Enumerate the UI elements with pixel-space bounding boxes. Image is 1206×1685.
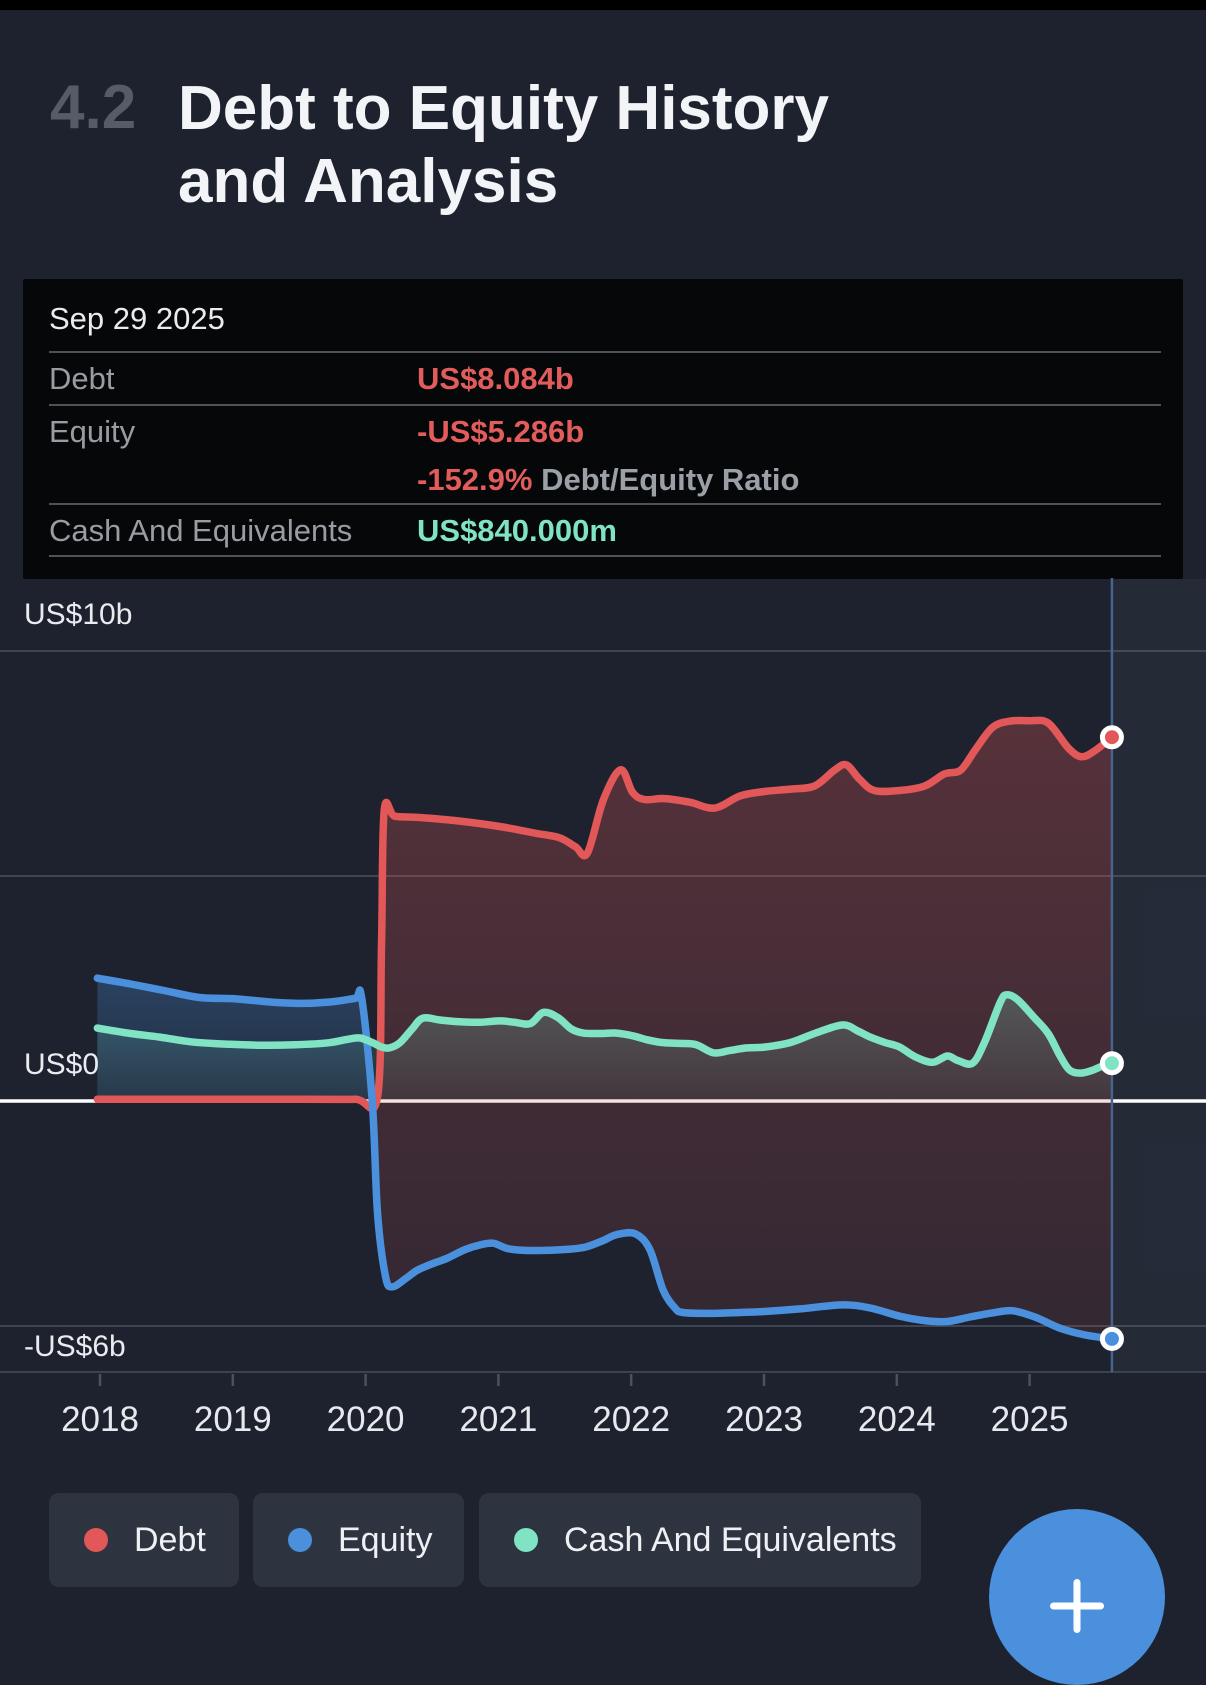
- legend-item-equity[interactable]: Equity: [253, 1493, 464, 1587]
- section-number: 4.2: [50, 73, 137, 142]
- future-zone: [1111, 579, 1206, 1372]
- add-button[interactable]: [989, 1509, 1165, 1685]
- plus-icon: [1073, 1578, 1081, 1633]
- section-header: 4.2 Debt to Equity History and Analysis: [50, 72, 938, 218]
- x-tick-label: 2020: [326, 1400, 405, 1439]
- x-tick-label: 2023: [725, 1400, 803, 1439]
- x-tick-label: 2025: [990, 1400, 1069, 1439]
- marker-debt[interactable]: [1099, 725, 1124, 750]
- tooltip-label-cash: Cash And Equivalents: [49, 513, 353, 548]
- debt-line: [93, 716, 1116, 1113]
- tooltip-divider: [49, 351, 1161, 353]
- legend-label: Debt: [134, 1520, 206, 1559]
- chart-tooltip-panel: Sep 29 2025 Debt US$8.084b Equity -US$5.…: [23, 279, 1183, 579]
- legend-dot: [514, 1528, 538, 1552]
- legend-dot: [288, 1528, 312, 1552]
- marker-equity[interactable]: [1099, 1326, 1124, 1351]
- tooltip-label-debt: Debt: [49, 361, 115, 396]
- y-axis-label-0: US$0: [24, 1048, 100, 1081]
- status-bar: [0, 0, 1206, 10]
- legend-label: Equity: [338, 1520, 433, 1559]
- legend-dot: [84, 1528, 108, 1552]
- tooltip-ratio-label: Debt/Equity Ratio: [532, 462, 800, 497]
- x-tick-label: 2019: [193, 1400, 272, 1439]
- x-tick-label: 2021: [459, 1400, 538, 1439]
- y-axis-label-neg6b: -US$6b: [24, 1330, 126, 1363]
- tooltip-ratio-row: -152.9% Debt/Equity Ratio: [417, 462, 799, 498]
- x-tick-label: 2024: [857, 1400, 936, 1439]
- x-tick-label: 2022: [592, 1400, 671, 1439]
- x-axis-labels: 2018 2019 2020 2021 2022 2023 2024 2025: [0, 1400, 1206, 1444]
- y-axis-label-10b: US$10b: [24, 598, 133, 631]
- equity-line: [93, 974, 1116, 1343]
- debt-equity-chart[interactable]: [0, 0, 1206, 1648]
- tooltip-divider: [49, 503, 1161, 505]
- marker-cash[interactable]: [1099, 1051, 1124, 1076]
- equity-area-fill: [97, 978, 373, 1101]
- tooltip-divider: [49, 404, 1161, 406]
- tooltip-divider: [49, 555, 1161, 557]
- legend-item-debt[interactable]: Debt: [49, 1493, 239, 1587]
- x-tick-label: 2018: [61, 1400, 139, 1439]
- tooltip-value-cash: US$840.000m: [417, 513, 617, 548]
- legend-item-cash[interactable]: Cash And Equivalents: [479, 1493, 921, 1587]
- debt-area-fill: [372, 720, 1112, 1339]
- tooltip-date: Sep 29 2025: [49, 301, 225, 336]
- page-title: Debt to Equity History and Analysis: [178, 74, 830, 217]
- legend-label: Cash And Equivalents: [564, 1520, 897, 1559]
- tooltip-value-equity: -US$5.286b: [417, 414, 585, 449]
- tooltip-value-debt: US$8.084b: [417, 361, 574, 396]
- tooltip-label-equity: Equity: [49, 414, 136, 449]
- tooltip-ratio-value: -152.9%: [417, 462, 533, 497]
- cash-line: [93, 991, 1116, 1077]
